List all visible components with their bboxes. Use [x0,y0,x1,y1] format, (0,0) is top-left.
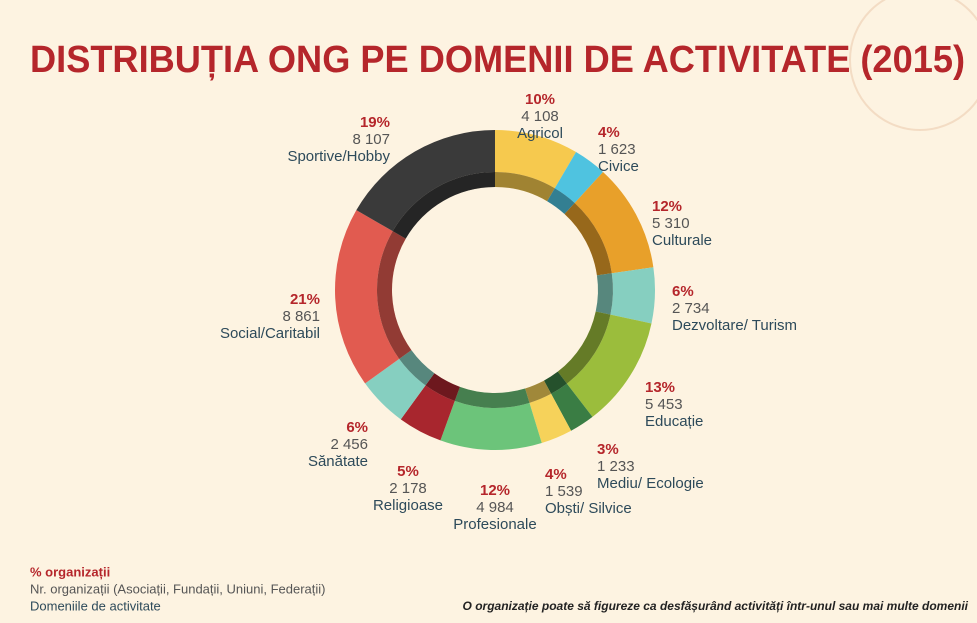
category-label: Agricol [517,125,563,142]
donut-segment [529,393,572,444]
donut-segment [610,267,656,324]
category-label: Culturale [652,232,712,249]
percent-label: 13% [645,379,675,396]
category-label: Religioase [373,497,443,514]
percent-label: 12% [652,198,682,215]
donut-inner-shade [425,373,460,401]
donut-inner-shade [595,273,613,315]
chart-title: DISTRIBUȚIA ONG PE DOMENII DE ACTIVITATE… [30,39,965,81]
donut-segment [566,314,652,417]
category-label: Profesionale [453,516,536,533]
donut-inner-segment [377,231,412,359]
percent-label: 6% [672,283,694,300]
count-label: 1 623 [598,141,636,158]
percent-label: 4% [598,124,620,141]
donut-inner-shade [454,386,530,409]
donut-segment [574,171,654,274]
donut-inner-shade [495,172,555,202]
count-label: 5 310 [652,215,690,232]
donut-segment [554,152,604,203]
donut-inner-segment [564,202,612,276]
donut-inner-shade [564,202,612,276]
donut-segment [400,385,455,441]
count-label: 8 861 [282,308,320,325]
donut-inner-segment [399,350,435,386]
donut-inner-shade [543,371,567,394]
donut-inner-segment [525,380,552,403]
category-label: Sportive/Hobby [287,148,390,165]
percent-label: 21% [290,291,320,308]
donut-inner-segment [547,188,575,215]
category-label: Civice [598,158,639,175]
category-label: Dezvoltare/ Turism [672,317,797,334]
donut-inner-segment [392,172,495,239]
count-label: 5 453 [645,396,683,413]
category-label: Sănătate [308,453,368,470]
category-label: Obști/ Silvice [545,500,632,517]
donut-inner-shade [399,350,435,386]
donut-inner-segment [595,273,613,315]
footnote: O organizație poate să figureze ca desfă… [463,599,969,613]
donut-segment [356,130,495,232]
percent-label: 10% [525,91,555,108]
count-label: 1 539 [545,483,583,500]
legend-entry: Domeniile de activitate [30,598,161,613]
donut-inner-shade [557,311,611,384]
donut-inner-segment [425,373,460,401]
donut-inner-shade [392,172,495,239]
count-label: 2 178 [389,480,427,497]
category-label: Mediu/ Ecologie [597,475,704,492]
percent-label: 19% [360,114,390,131]
count-label: 4 108 [521,108,559,125]
donut-inner-segment [495,172,555,202]
count-label: 2 734 [672,300,710,317]
donut-segment [365,358,426,420]
donut-inner-segment [557,311,611,384]
donut-segment [495,130,577,189]
donut-inner-shade [525,380,552,403]
count-label: 8 107 [352,131,390,148]
percent-label: 5% [397,463,419,480]
percent-label: 12% [480,482,510,499]
donut-inner-shade [377,231,412,359]
count-label: 4 984 [476,499,514,516]
donut-segment [335,210,400,384]
percent-label: 4% [545,466,567,483]
category-label: Educație [645,413,703,430]
count-label: 1 233 [597,458,635,475]
donut-inner-shade [547,188,575,215]
decoration [849,0,977,131]
legend-entry: % organizații [30,564,110,579]
donut-segment [440,400,542,451]
donut-segment [551,383,593,431]
count-label: 2 456 [330,436,368,453]
category-label: Social/Caritabil [220,325,320,342]
donut-inner-segment [543,371,567,394]
donut-inner-segment [454,386,530,409]
legend-entry: Nr. organizații (Asociații, Fundații, Un… [30,581,326,596]
percent-label: 3% [597,441,619,458]
percent-label: 6% [346,419,368,436]
